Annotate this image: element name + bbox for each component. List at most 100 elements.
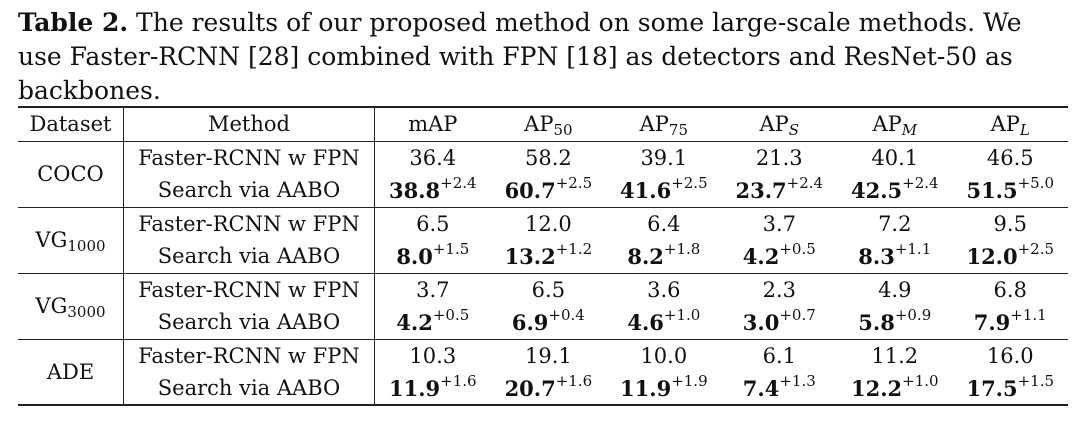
- metric-cell: 3.6: [606, 272, 722, 306]
- metric-value: 4.6: [627, 309, 664, 335]
- metric-value: 6.4: [647, 211, 681, 236]
- metric-cell: 6.1: [721, 338, 838, 372]
- header-dataset: Dataset: [18, 106, 124, 142]
- table-row-baseline: VG1000 Faster-RCNN w FPN 6.5 12.0 6.4 3.7 7.2 9…: [18, 206, 1068, 273]
- header-row: Dataset Method mAP AP50 AP75 APS APM APL: [18, 106, 1068, 142]
- metric-cell: 6.8: [952, 272, 1068, 306]
- metric-value: 51.5: [966, 177, 1018, 203]
- metric-value: 6.9: [511, 309, 549, 335]
- metric-gain: +1.5: [432, 239, 470, 258]
- metric-value: 46.5: [986, 145, 1034, 170]
- metric-value: 23.7: [735, 177, 787, 203]
- method-cell: Search via AABO: [123, 240, 375, 273]
- metric-gain: +2.5: [1017, 239, 1055, 258]
- metric-value: 9.5: [993, 211, 1027, 236]
- metric-gain: +1.6: [440, 371, 477, 390]
- metric-value: 42.5: [850, 177, 903, 203]
- metric-cell: 10.3: [374, 338, 491, 372]
- metric-value: 17.5: [966, 375, 1018, 401]
- metric-cell: 8.3+1.1: [837, 240, 952, 273]
- metric-value: 16.0: [986, 343, 1034, 368]
- metric-gain: +1.1: [894, 239, 932, 258]
- metric-cell: 11.9+1.6: [375, 372, 491, 405]
- method-cell: Search via AABO: [123, 306, 375, 339]
- metric-cell: 51.5+5.0: [953, 174, 1069, 207]
- table-body: COCO Faster-RCNN w FPN 36.4 58.2 39.1 21.3 40.…: [18, 141, 1068, 405]
- metric-cell: 21.3: [722, 141, 837, 174]
- metric-value: 5.8: [858, 309, 895, 335]
- metric-cell: 11.2: [837, 338, 953, 372]
- metric-value: 10.0: [640, 343, 688, 368]
- metric-cell: 4.9: [837, 272, 953, 306]
- metric-value: 4.2: [396, 309, 433, 335]
- metric-cell: 4.2+0.5: [722, 240, 837, 273]
- metric-cell: 46.5: [953, 141, 1069, 174]
- metric-value: 13.2: [504, 243, 556, 269]
- metric-cell: 12.0: [490, 206, 607, 240]
- metric-value: 3.7: [416, 277, 450, 302]
- dataset-cell: VG1000: [18, 206, 124, 273]
- header-method: Method: [123, 106, 375, 142]
- metric-cell: 6.9+0.4: [491, 306, 606, 339]
- table-row-aabo: Search via AABO 8.0+1.5 13.2+1.2 8.2+1.8 4.2…: [18, 240, 1068, 273]
- metric-cell: 8.2+1.8: [606, 240, 721, 273]
- dataset-name: VG: [35, 294, 68, 318]
- table-row-baseline: COCO Faster-RCNN w FPN 36.4 58.2 39.1 21.3 40.…: [18, 141, 1069, 207]
- metric-cell: 10.0: [606, 338, 722, 372]
- metric-cell: 3.7: [374, 272, 491, 306]
- metric-value: 12.2: [850, 375, 903, 401]
- metric-cell: 7.4+1.3: [722, 372, 837, 405]
- metric-value: 8.2: [627, 243, 664, 269]
- metric-cell: 20.7+1.6: [491, 372, 606, 405]
- metric-cell: 5.8+0.9: [837, 306, 952, 339]
- metric-value: 4.9: [878, 277, 912, 302]
- header-apl-base: AP: [990, 112, 1020, 137]
- metric-cell: 23.7+2.4: [722, 174, 837, 207]
- method-cell: Faster-RCNN w FPN: [123, 338, 375, 372]
- metric-cell: 12.0+2.5: [953, 240, 1069, 273]
- metric-value: 12.0: [524, 211, 572, 236]
- metric-value: 6.5: [531, 277, 566, 302]
- metric-gain: +1.0: [902, 371, 939, 390]
- metric-cell: 38.8+2.4: [375, 174, 491, 207]
- metric-value: 4.2: [742, 243, 780, 269]
- dataset-cell: ADE: [18, 338, 124, 405]
- metric-gain: +2.5: [555, 173, 593, 192]
- metric-value: 6.1: [762, 343, 796, 368]
- metric-gain: +2.4: [786, 173, 824, 192]
- metric-cell: 58.2: [491, 141, 606, 174]
- metric-gain: +2.5: [671, 173, 708, 192]
- metric-cell: 36.4: [375, 141, 491, 174]
- metric-value: 21.3: [755, 145, 803, 170]
- metric-cell: 13.2+1.2: [491, 240, 606, 273]
- metric-value: 10.3: [409, 343, 457, 368]
- metric-value: 12.0: [966, 243, 1018, 269]
- metric-gain: +2.4: [902, 173, 939, 192]
- method-cell: Search via AABO: [123, 372, 375, 405]
- table-row-aabo: Search via AABO 38.8+2.4 60.7+2.5 41.6+2.5 2…: [18, 174, 1068, 207]
- metric-cell: 12.2+1.0: [837, 372, 952, 405]
- header-ap75-base: AP: [639, 112, 669, 137]
- metric-value: 6.8: [993, 277, 1027, 302]
- dataset-subscript: 3000: [67, 303, 106, 321]
- metric-cell: 6.5: [490, 272, 607, 306]
- header-apl-sub: L: [1019, 121, 1030, 140]
- metric-cell: 3.0+0.7: [722, 306, 837, 339]
- metric-gain: +0.5: [432, 305, 470, 324]
- method-cell: Faster-RCNN w FPN: [123, 272, 375, 306]
- metric-value: 38.8: [389, 177, 441, 203]
- metric-value: 40.1: [871, 145, 919, 170]
- metric-gain: +1.2: [555, 239, 593, 258]
- dataset-cell: VG3000: [18, 272, 124, 339]
- table-caption: Table 2. The results of our proposed met…: [18, 6, 1068, 108]
- metric-cell: 39.1: [606, 141, 721, 174]
- dataset-name: VG: [35, 228, 68, 252]
- table-row-aabo: Search via AABO 4.2+0.5 6.9+0.4 4.6+1.0 3.0+…: [18, 306, 1068, 339]
- table-row-baseline: VG3000 Faster-RCNN w FPN 3.7 6.5 3.6 2.3 4.9 6.…: [18, 272, 1068, 339]
- metric-value: 19.1: [524, 343, 572, 368]
- results-table: Dataset Method mAP AP50 AP75 APS APM APL…: [18, 106, 1068, 406]
- metric-value: 7.4: [742, 375, 780, 401]
- metric-value: 39.1: [640, 145, 688, 170]
- dataset-cell: COCO: [18, 141, 124, 207]
- header-apm-base: AP: [872, 112, 902, 137]
